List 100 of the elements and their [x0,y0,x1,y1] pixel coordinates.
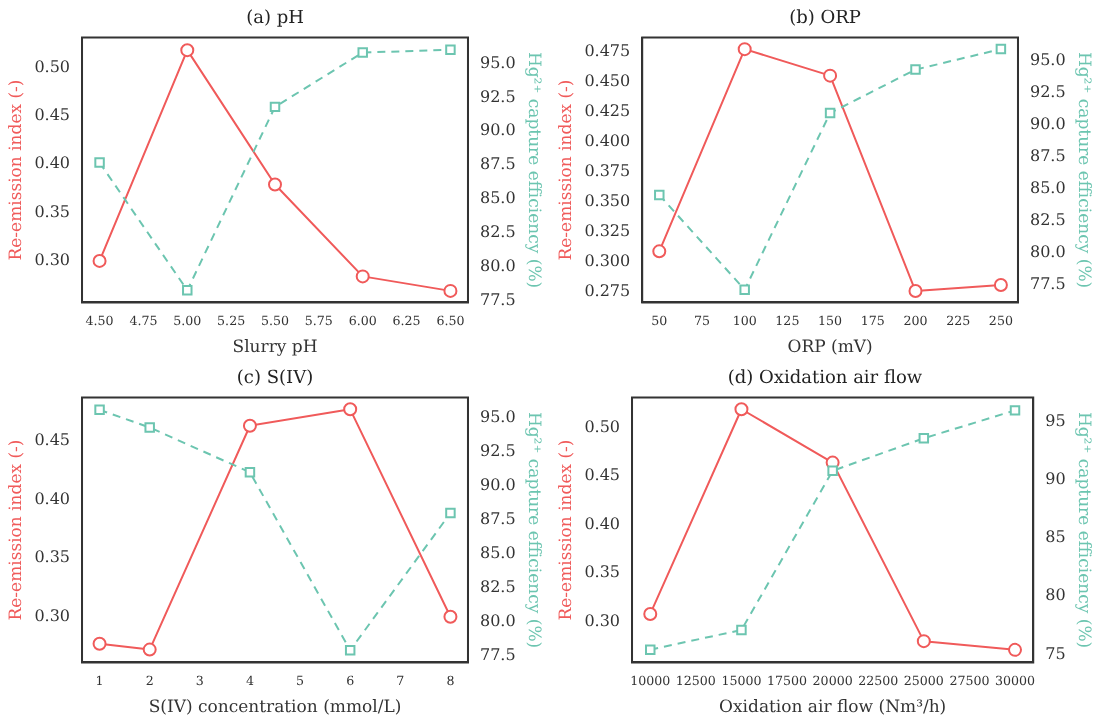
y2-tick-label: 95 [1045,412,1066,431]
point [244,467,256,478]
x-axis-title: Slurry pH [232,338,318,359]
point [344,645,356,656]
y2-tick-label: 90.0 [1029,114,1066,133]
point [737,42,752,57]
y-tick-label: 0.450 [584,71,631,90]
y2-tick-label: 85.0 [479,543,516,562]
point [824,107,836,119]
y2-tick-label: 80.0 [479,257,516,276]
y2-tick-label: 85.0 [479,189,516,208]
point [242,418,257,433]
y-tick-label: 0.35 [34,548,71,567]
x-axis-title: Oxidation air flow (Nm³/h) [719,698,947,719]
chart-title: (d) Oxidation air flow [727,369,923,390]
point [182,285,193,296]
point [654,189,665,201]
y2-tick-label: 77.5 [1029,274,1066,293]
point [94,157,105,168]
point [910,64,921,75]
y-tick-label: 0.40 [34,154,71,173]
point [357,47,368,58]
y2-tick-label: 82.5 [479,223,516,242]
y-tick-label: 0.400 [584,131,631,150]
chart-title: (b) ORP [789,9,861,30]
y-tick-label: 0.30 [34,606,71,625]
y-tick-label: 0.50 [584,417,621,436]
y2-tick-label: 90 [1045,470,1066,489]
point [645,644,656,655]
y-tick-label: 0.425 [584,101,631,120]
x-axis-title: S(IV) concentration (mmol/L) [148,698,402,719]
point [734,402,749,417]
y2-tick-label: 80 [1045,586,1066,605]
y-tick-label: 0.35 [584,563,621,582]
y-tick-label: 0.45 [584,466,621,485]
y-tick-label: 0.350 [584,192,631,211]
point [916,634,931,649]
point [144,422,155,433]
chart-title: (c) S(IV) [236,369,314,390]
point [355,269,370,284]
y2-tick-label: 92.5 [479,442,516,461]
chart-title: (a) pH [246,9,305,30]
point [908,284,923,299]
y-tick-label: 0.35 [34,202,71,221]
y-tick-label: 0.325 [584,222,631,241]
y-tick-label: 0.40 [34,489,71,508]
y-axis-title: Re-emission index (-) [6,439,27,621]
point [443,283,458,298]
point [445,44,456,56]
point [993,278,1008,293]
point [92,636,107,651]
point [739,284,750,295]
x-axis-title: ORP (mV) [787,338,873,359]
y2-tick-label: 87.5 [479,510,516,529]
y-tick-label: 0.475 [584,41,631,60]
y-tick-label: 0.40 [584,514,621,533]
point [443,609,458,624]
y-axis-title: Re-emission index (-) [556,79,577,261]
y2-tick-label: 90.0 [479,121,516,140]
y-axis-title: Re-emission index (-) [556,439,577,621]
point [652,244,667,259]
y2-tick-label: 77.5 [479,291,516,310]
y2-tick-label: 90.0 [479,476,516,495]
point [823,68,838,83]
point [918,433,930,444]
y2-tick-label: 95.0 [479,408,516,427]
point [643,606,658,621]
point [180,43,195,58]
point [1009,405,1021,416]
y-tick-label: 0.375 [584,162,631,181]
y2-tick-label: 82.5 [1029,210,1066,229]
y-tick-label: 0.50 [34,57,71,76]
y-tick-label: 0.275 [584,282,631,301]
y2-tick-label: 80.0 [479,611,516,630]
y2-axis-title: Hg²⁺ capture efficiency (%) [1073,411,1094,649]
point [1008,642,1022,657]
y2-tick-label: 80.0 [1029,242,1066,261]
point [268,177,282,192]
point [827,465,838,477]
point [92,253,107,268]
y2-axis-title: Hg²⁺ capture efficiency (%) [523,51,544,289]
y2-axis-title: Hg²⁺ capture efficiency (%) [1073,51,1094,289]
y2-tick-label: 85.0 [1029,178,1066,197]
y-tick-label: 0.45 [34,431,71,450]
y-axis-title: Re-emission index (-) [6,79,27,261]
y2-tick-label: 95.0 [479,53,516,72]
point [142,642,157,657]
point [736,624,747,636]
y2-tick-label: 95.0 [1029,50,1066,69]
y2-axis-title: Hg²⁺ capture efficiency (%) [523,411,544,649]
y2-tick-label: 92.5 [479,87,516,106]
y-tick-label: 0.45 [34,106,71,125]
y-tick-label: 0.30 [584,611,621,630]
y2-tick-label: 75 [1045,644,1066,663]
y2-tick-label: 87.5 [479,155,516,174]
point [995,43,1007,55]
y2-tick-label: 82.5 [479,577,516,596]
y-tick-label: 0.300 [584,252,631,271]
y2-tick-label: 92.5 [1029,82,1066,101]
y-tick-label: 0.30 [34,251,71,270]
